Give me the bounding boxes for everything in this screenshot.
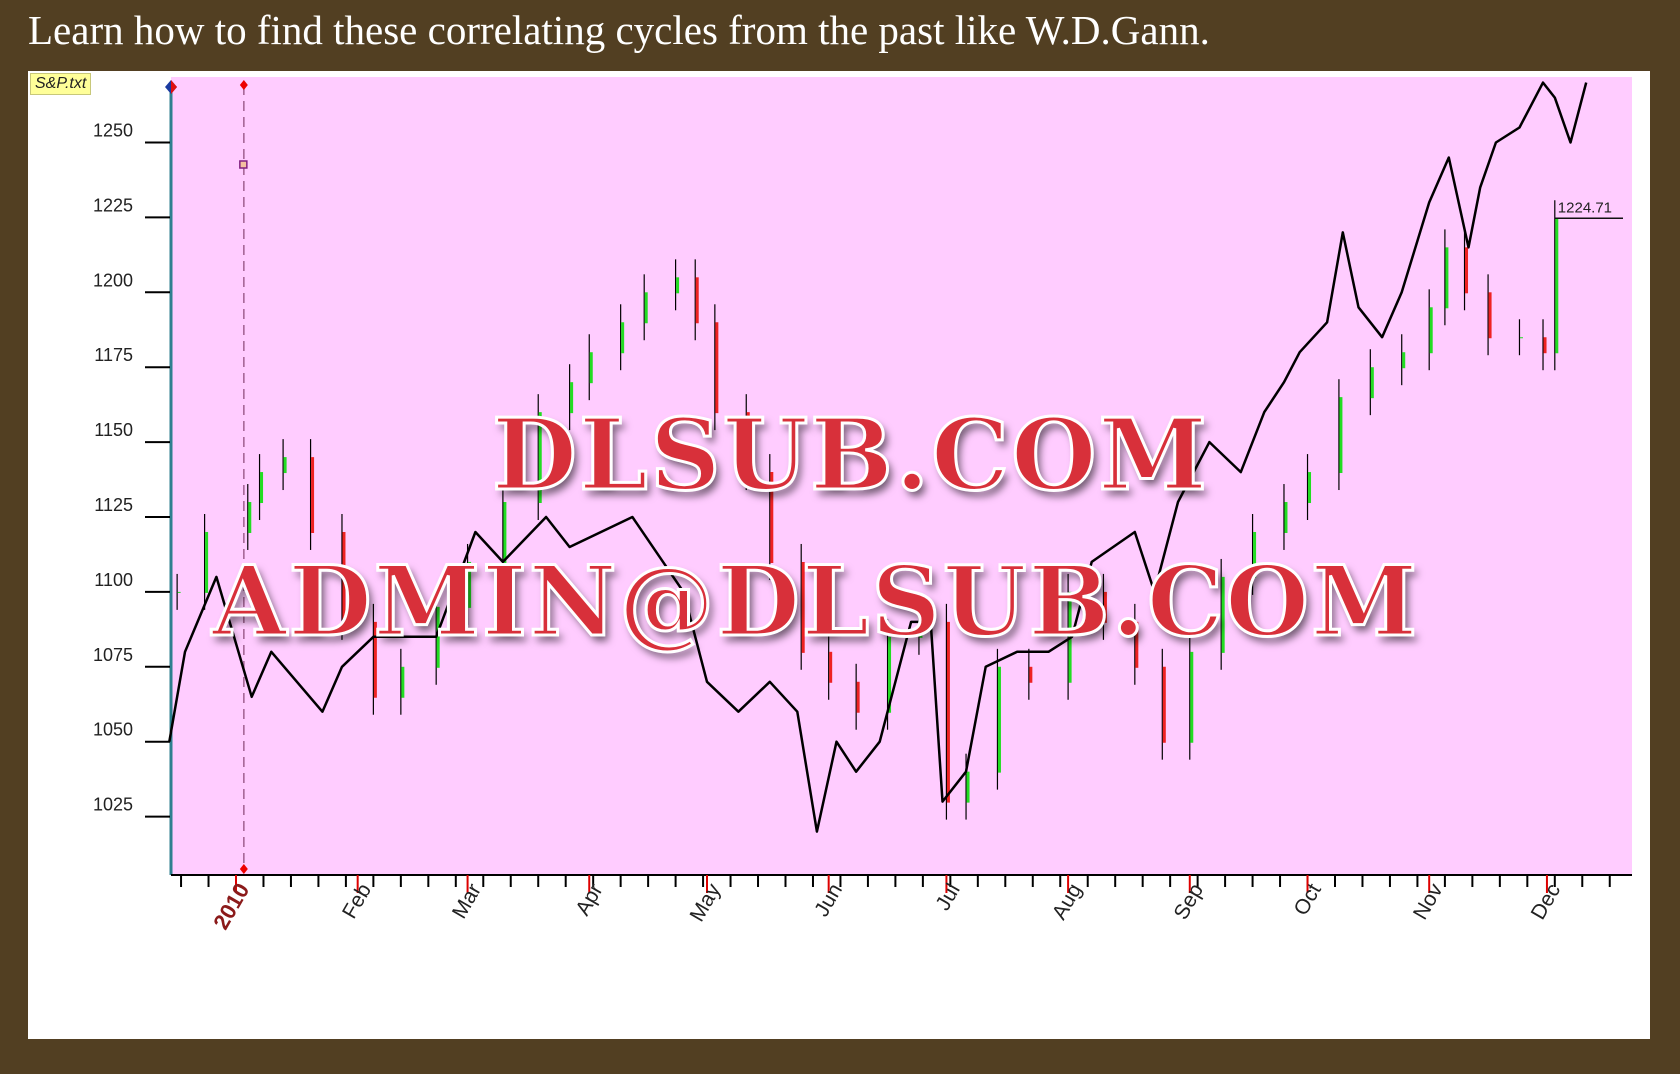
axis-diamond-icon [171,80,177,94]
x-tick-label: May [686,879,726,925]
x-tick-label: Oct [1290,880,1326,920]
y-tick-label: 1150 [94,420,133,440]
watermark-line2: ADMIN@DLSUB.COM [210,544,1420,660]
y-tick-label: 1050 [93,720,133,740]
x-tick-label: Jul [931,880,964,915]
y-tick-label: 1025 [93,795,133,815]
x-tick-label: 2010 [208,879,254,934]
x-tick-label: Aug [1048,880,1087,924]
y-tick-label: 1200 [93,270,133,290]
y-tick-label: 1225 [93,195,133,215]
cycle-projection-line [168,81,1588,833]
x-tick-label: Apr [571,880,607,920]
x-tick-label: Nov [1409,879,1448,923]
y-tick-label: 1075 [93,645,133,665]
last-price-label: 1224.71 [1558,199,1612,216]
page-title: Learn how to find these correlating cycl… [28,7,1210,53]
x-tick-label: Feb [338,880,376,923]
x-tick-label: Mar [448,880,486,923]
cycle-marker-square [239,160,248,169]
marker-diamond-icon [239,864,248,874]
y-tick-label: 1100 [94,570,133,590]
x-tick-label: Jun [810,880,847,921]
x-tick-label: Sep [1169,880,1208,924]
y-tick-label: 1250 [93,121,133,141]
y-tick-label: 1175 [94,345,133,365]
x-tick-label: Dec [1527,880,1566,924]
marker-diamond-icon [239,80,248,90]
y-tick-label: 1125 [94,495,133,515]
plot-area [171,77,1632,875]
file-tag: S&P.txt [30,73,92,95]
watermark-line1: DLSUB.COM [491,397,1209,515]
